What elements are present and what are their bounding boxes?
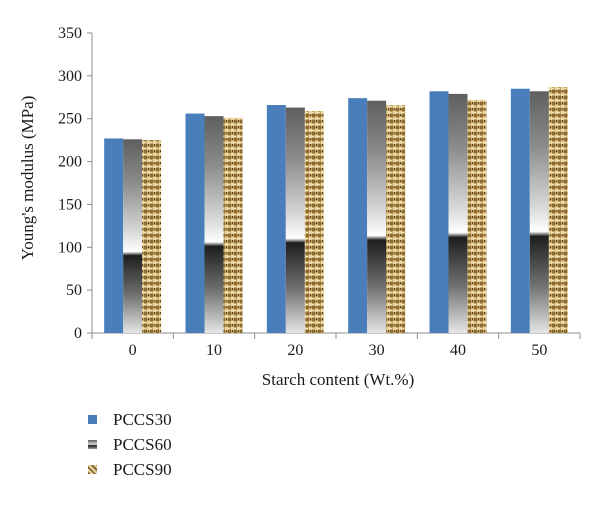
x-tick-label: 20 (287, 342, 303, 359)
bar-pccs90 (467, 99, 487, 333)
y-tick-label: 350 (58, 25, 82, 42)
y-tick-label: 200 (58, 154, 82, 171)
legend-swatch (88, 440, 97, 449)
x-tick-label: 10 (206, 342, 222, 359)
bar-pccs60 (367, 100, 387, 333)
x-axis-title: Starch content (Wt.%) (262, 370, 414, 389)
y-tick-label: 300 (58, 68, 82, 85)
bar-pccs60 (204, 116, 224, 334)
bar-pccs90 (223, 117, 243, 333)
bar-pccs90 (142, 140, 162, 333)
bar-pccs30 (348, 98, 368, 334)
y-tick-label: 100 (58, 239, 82, 256)
bar-pccs90 (386, 105, 406, 333)
y-axis-title: Young's modulus (MPa) (18, 96, 37, 261)
x-tick-label: 50 (531, 342, 547, 359)
bar-pccs30 (185, 113, 205, 333)
bar-pccs30 (266, 105, 286, 333)
bar-pccs30 (104, 138, 124, 333)
x-tick-label: 40 (450, 342, 466, 359)
bar-pccs60 (123, 139, 143, 333)
bar-pccs90 (548, 87, 568, 333)
legend-swatch (88, 465, 97, 474)
legend-label: PCCS60 (113, 435, 172, 454)
bar-pccs30 (429, 91, 449, 334)
x-tick-label: 0 (129, 342, 137, 359)
bar-pccs60 (285, 107, 305, 333)
y-tick-label: 0 (74, 325, 82, 342)
y-tick-label: 250 (58, 111, 82, 128)
y-tick-label: 50 (66, 282, 82, 299)
bar-pccs30 (510, 88, 530, 333)
y-tick-label: 150 (58, 196, 82, 213)
bar-pccs60 (448, 93, 468, 333)
legend-label: PCCS30 (113, 410, 172, 429)
bar-pccs90 (304, 111, 324, 333)
legend-swatch (88, 415, 97, 424)
legend-label: PCCS90 (113, 460, 172, 479)
x-tick-label: 30 (369, 342, 385, 359)
bar-pccs60 (529, 91, 549, 334)
